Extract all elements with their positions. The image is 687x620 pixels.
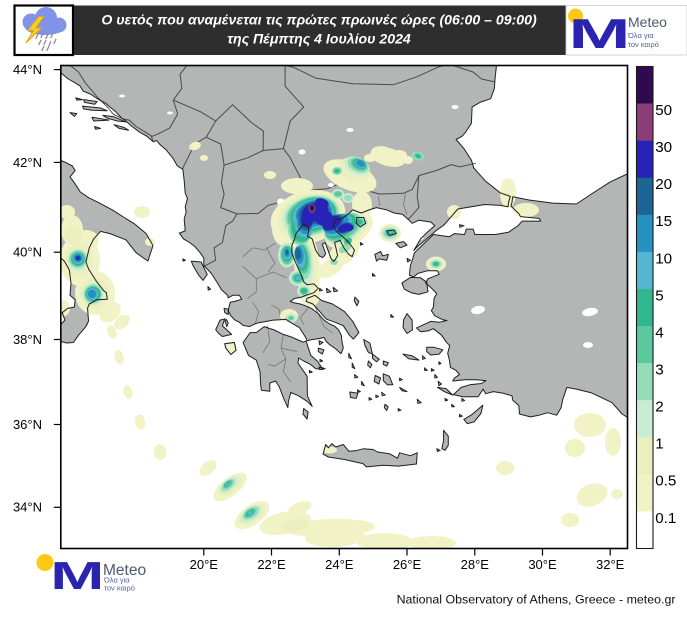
svg-text:Όλα για: Όλα για — [627, 31, 654, 40]
svg-text:της Πέμπτης 4 Ιουλίου 2024: της Πέμπτης 4 Ιουλίου 2024 — [227, 31, 411, 47]
svg-text:20: 20 — [655, 176, 672, 193]
svg-text:30°E: 30°E — [528, 557, 557, 572]
svg-text:24°E: 24°E — [325, 557, 354, 572]
svg-text:Όλα για: Όλα για — [103, 576, 130, 585]
svg-text:0.5: 0.5 — [655, 473, 676, 490]
svg-text:28°E: 28°E — [461, 557, 490, 572]
svg-text:44°N: 44°N — [13, 62, 42, 77]
svg-text:Meteo: Meteo — [103, 562, 146, 579]
svg-text:5: 5 — [655, 287, 663, 304]
svg-text:30: 30 — [655, 139, 672, 156]
svg-text:Meteo: Meteo — [628, 14, 667, 30]
svg-text:26°E: 26°E — [393, 557, 422, 572]
svg-text:38°N: 38°N — [13, 332, 42, 347]
svg-text:1: 1 — [655, 436, 663, 453]
svg-text:50: 50 — [655, 102, 672, 119]
svg-text:0.1: 0.1 — [655, 510, 676, 527]
svg-text:M: M — [50, 555, 104, 598]
svg-text:20°E: 20°E — [190, 557, 219, 572]
svg-text:42°N: 42°N — [13, 155, 42, 170]
svg-text:2: 2 — [655, 399, 663, 416]
svg-text:40°N: 40°N — [13, 245, 42, 260]
svg-text:3: 3 — [655, 362, 663, 379]
svg-text:National Observatory of Athens: National Observatory of Athens, Greece -… — [397, 593, 676, 607]
svg-text:32°E: 32°E — [596, 557, 625, 572]
svg-text:τον καιρό: τον καιρό — [628, 40, 659, 49]
svg-text:10: 10 — [655, 250, 672, 267]
svg-text:Ο υετός που αναμένεται τις πρώ: Ο υετός που αναμένεται τις πρώτες πρωινέ… — [101, 12, 537, 28]
svg-text:34°N: 34°N — [13, 500, 42, 515]
svg-text:4: 4 — [655, 324, 663, 341]
svg-text:M: M — [569, 10, 631, 57]
svg-text:22°E: 22°E — [257, 557, 286, 572]
svg-text:36°N: 36°N — [13, 417, 42, 432]
svg-text:τον καιρό: τον καιρό — [104, 584, 135, 593]
svg-text:15: 15 — [655, 213, 672, 230]
